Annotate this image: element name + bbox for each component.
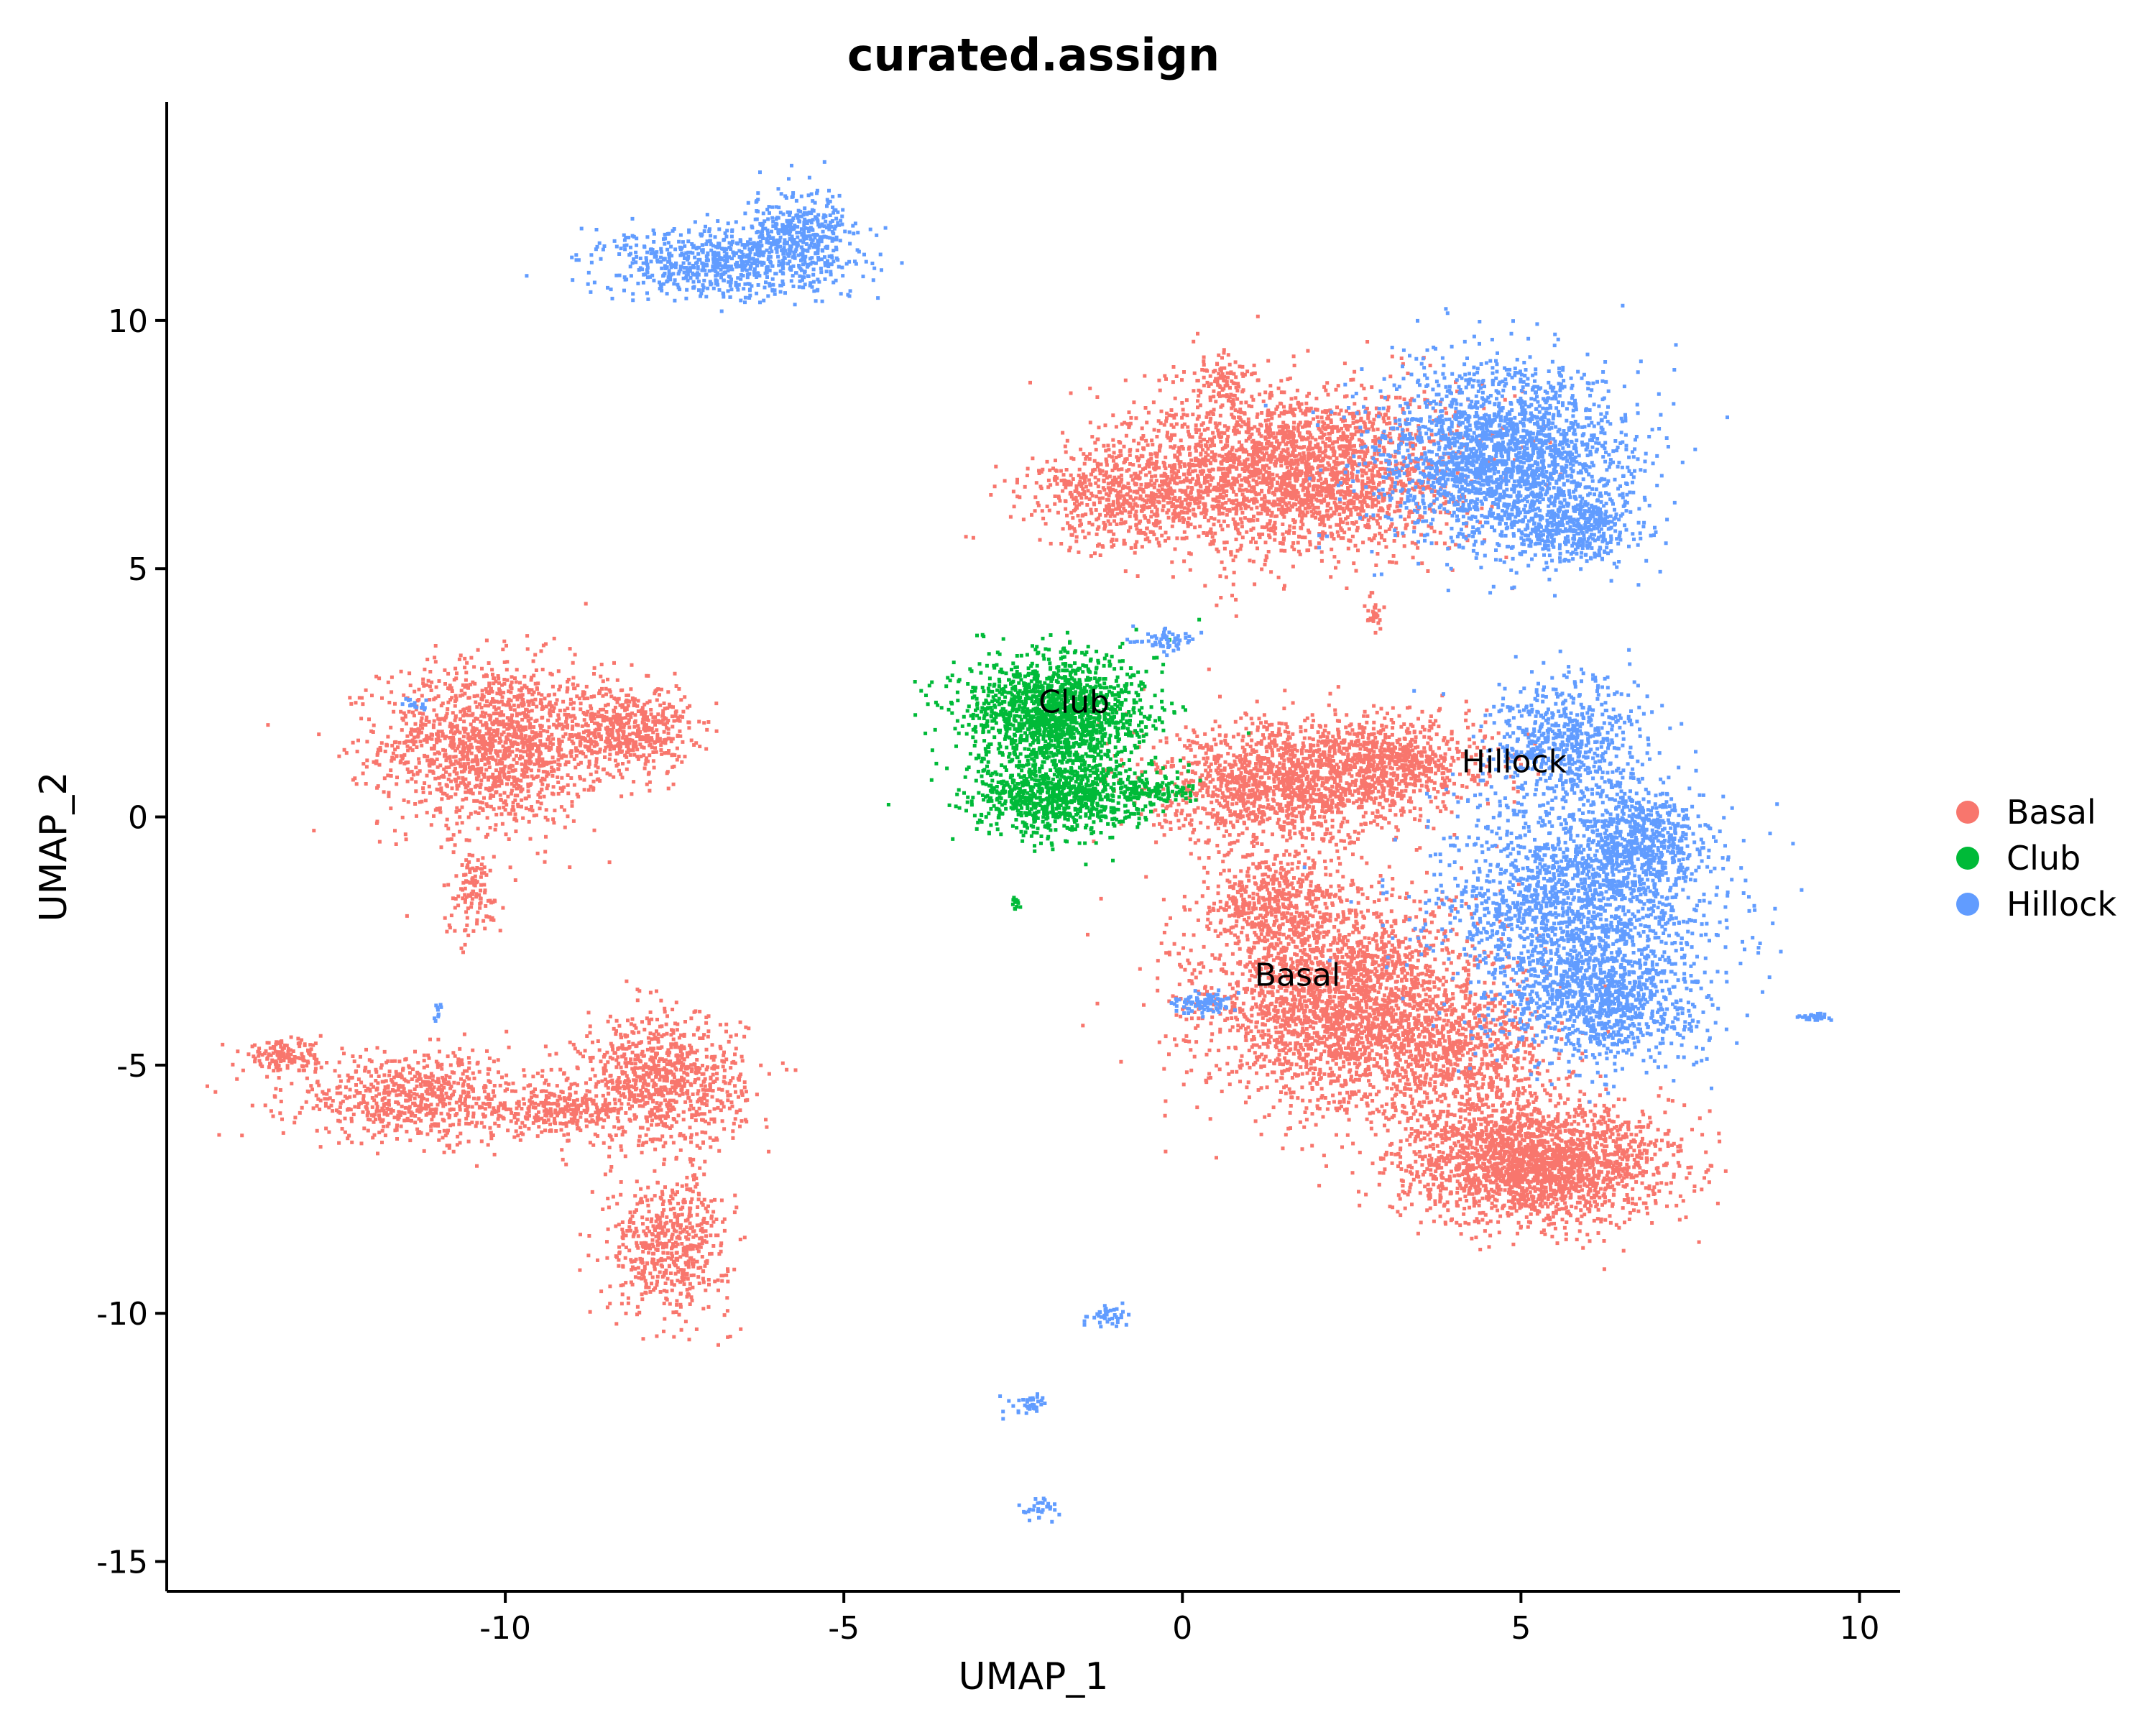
point-cloud-hillock-0 (525, 191, 904, 313)
y-axis-title: UMAP_2 (32, 772, 75, 922)
point-cloud-basal-2 (442, 838, 517, 954)
x-tick-label: 0 (1172, 1610, 1192, 1647)
point-cloud-club-3 (1010, 896, 1023, 911)
point-cloud-basal-12 (1256, 691, 1541, 850)
point-cloud-club-1 (886, 739, 1191, 867)
point-cloud-hillock-4 (1412, 648, 1684, 830)
cluster-label-club: Club (1038, 684, 1110, 721)
y-tick-label: -15 (96, 1545, 148, 1581)
point-cloud-basal-5 (447, 1076, 649, 1152)
cluster-label-layer: Club Hillock Basal (1038, 684, 1567, 994)
point-cloud-basal-17 (1363, 591, 1386, 635)
y-tick-label: 5 (128, 551, 148, 588)
x-axis-title: UMAP_1 (959, 1655, 1109, 1698)
point-cloud-club-0 (913, 617, 1250, 809)
point-cloud-hillock-9 (1795, 1011, 1833, 1022)
point-cloud-hillock-3 (1488, 469, 1669, 575)
point-cloud-hillock-2 (1263, 303, 1729, 598)
legend-label-club: Club (2007, 839, 2081, 878)
y-tick-label: -10 (96, 1296, 148, 1333)
point-cloud-hillock-13 (1125, 624, 1204, 658)
series-hillock (400, 160, 1833, 1524)
cluster-label-basal: Basal (1255, 957, 1340, 994)
point-cloud-basal-1 (535, 663, 719, 796)
point-layer (206, 160, 1833, 1524)
y-tick-label: 10 (108, 303, 148, 340)
point-cloud-basal-16 (1359, 964, 1611, 1148)
x-tick-label: 5 (1511, 1610, 1531, 1647)
series-basal (206, 314, 1728, 1347)
point-cloud-basal-4 (221, 1034, 329, 1085)
y-axis-ticks: 10 5 0 -5 -10 -15 (96, 303, 167, 1581)
point-cloud-basal-8 (1026, 314, 1562, 618)
point-cloud-basal-9 (964, 423, 1288, 579)
point-cloud-hillock-7 (1432, 911, 1772, 1095)
point-cloud-basal-11 (1075, 667, 1501, 878)
cluster-label-hillock: Hillock (1462, 744, 1567, 781)
point-cloud-hillock-8 (1169, 988, 1240, 1019)
x-tick-label: -5 (828, 1610, 860, 1647)
y-tick-label: 0 (128, 800, 148, 837)
point-cloud-basal-15 (1300, 1059, 1728, 1271)
x-axis-ticks: -10 -5 0 5 10 (479, 1591, 1879, 1647)
legend: Basal Club Hillock (1956, 793, 2116, 924)
point-cloud-hillock-14 (400, 696, 428, 712)
point-cloud-hillock-1 (719, 160, 879, 303)
x-tick-label: -10 (479, 1610, 531, 1647)
legend-label-hillock: Hillock (2007, 885, 2116, 924)
point-cloud-basal-3 (206, 1029, 660, 1168)
series-club (886, 617, 1250, 911)
point-cloud-hillock-15 (433, 1003, 443, 1023)
point-cloud-hillock-10 (1082, 1301, 1131, 1329)
legend-key-hillock (1956, 893, 1979, 916)
legend-key-basal (1956, 801, 1979, 824)
point-cloud-club-2 (1103, 776, 1202, 816)
point-cloud-basal-14 (1144, 824, 1393, 976)
x-tick-label: 10 (1839, 1610, 1879, 1647)
point-cloud-hillock-12 (1017, 1496, 1061, 1524)
legend-key-club (1956, 847, 1979, 870)
y-tick-label: -5 (116, 1048, 148, 1085)
point-cloud-hillock-11 (998, 1392, 1047, 1421)
legend-label-basal: Basal (2007, 793, 2096, 832)
point-cloud-hillock-5 (1302, 705, 1804, 1104)
chart-title: curated.assign (847, 29, 1220, 81)
point-cloud-basal-13 (1081, 835, 1570, 1200)
point-cloud-basal-10 (1192, 353, 1262, 420)
point-cloud-basal-6 (514, 979, 798, 1202)
point-cloud-hillock-6 (1524, 768, 1779, 897)
